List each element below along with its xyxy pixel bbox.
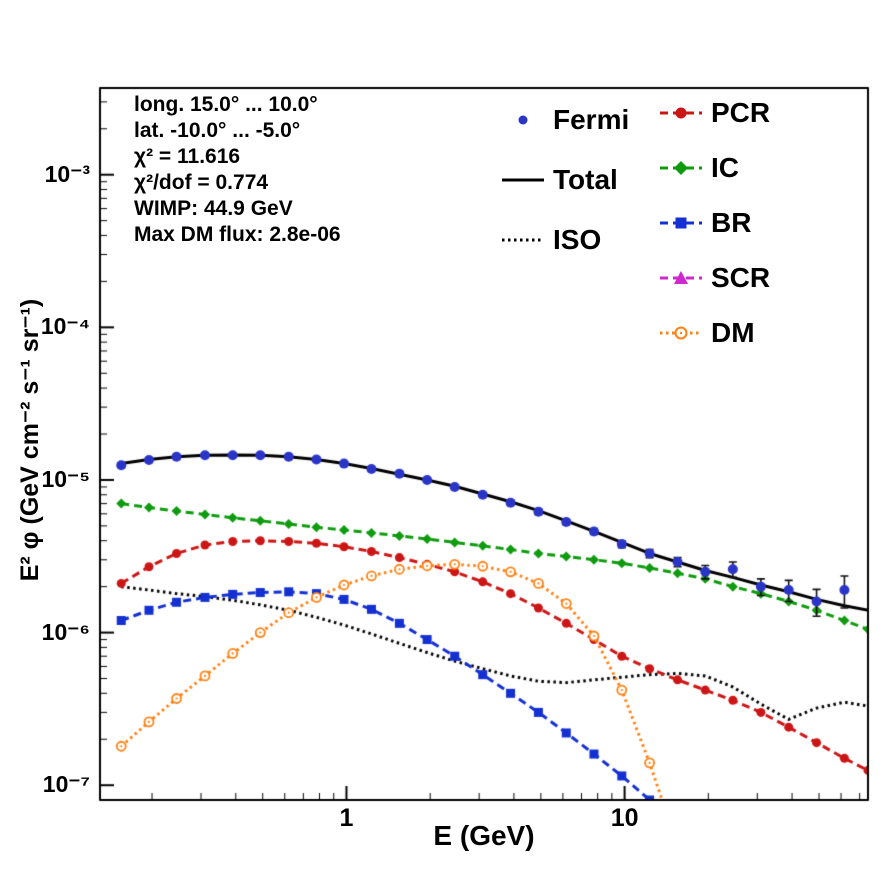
legend-label-dm: DM	[711, 317, 755, 348]
x-tick-label: 1	[339, 804, 354, 832]
annotation-latitude: lat. -10.0° ... -5.0°	[134, 119, 301, 142]
legend-label-br: BR	[711, 207, 752, 238]
legend-entry-scr: SCR	[658, 262, 770, 294]
legend-entry-pcr: PCR	[658, 97, 770, 129]
legend-sample-total	[502, 178, 544, 182]
legend-sample-br	[660, 217, 702, 229]
legend-entry-dm: DM	[658, 317, 755, 349]
y-tick-label: 10⁻³	[44, 160, 90, 187]
legend-label-ic: IC	[711, 152, 739, 183]
legend-entry-total: Total	[500, 164, 618, 196]
legend-sample-scr	[660, 271, 702, 284]
stats-annotation-block: long. 15.0° ... 10.0° lat. -10.0° ... -5…	[134, 92, 341, 248]
legend-label-iso: ISO	[553, 224, 602, 255]
y-tick-label: 10⁻⁵	[41, 465, 90, 492]
legend-label-fermi: Fermi	[553, 104, 630, 135]
legend-label-total: Total	[553, 164, 618, 195]
x-axis-label: E (GeV)	[433, 820, 535, 851]
y-axis-label: E² φ (GeV cm⁻² s⁻¹ sr⁻¹)	[16, 298, 44, 582]
annotation-chi2: χ² = 11.616	[134, 145, 241, 168]
x-tick-label: 10	[610, 804, 639, 832]
legend-entry-fermi: Fermi	[500, 104, 629, 136]
y-tick-label: 10⁻⁶	[41, 618, 90, 645]
legend-label-scr: SCR	[711, 262, 771, 293]
legend-entry-br: BR	[658, 207, 751, 239]
annotation-wimp-mass: WIMP: 44.9 GeV	[134, 197, 293, 220]
legend-sample-dm	[660, 326, 702, 340]
y-tick-label: 10⁻⁴	[40, 313, 90, 340]
annotation-max-dm-flux: Max DM flux: 2.8e-06	[134, 223, 341, 246]
y-tick-label: 10⁻⁷	[42, 771, 90, 798]
annotation-longitude: long. 15.0° ... 10.0°	[134, 93, 318, 116]
legend-sample-pcr	[660, 107, 702, 119]
annotation-chi2-dof: χ²/dof = 0.774	[134, 171, 269, 194]
legend-sample-fermi	[518, 115, 528, 125]
legend-label-pcr: PCR	[711, 97, 771, 128]
legend-entry-iso: ISO	[500, 224, 601, 256]
legend-sample-ic	[660, 161, 702, 175]
legend-sample-iso	[502, 238, 544, 242]
legend-entry-ic: IC	[658, 152, 739, 184]
